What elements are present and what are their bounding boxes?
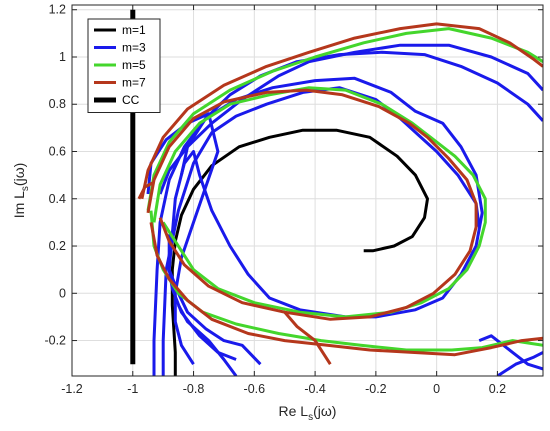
- x-tick-label: -1: [127, 382, 138, 396]
- x-axis-label-sub: s: [308, 412, 313, 423]
- legend-entry-label: m=3: [122, 41, 146, 55]
- legend-entry-label: m=1: [122, 23, 146, 37]
- y-axis-label-tail: (jω): [11, 163, 27, 186]
- grid-lines: [71, 5, 543, 376]
- series-line-m-3: [177, 304, 238, 376]
- x-tick-label: -0.6: [244, 382, 266, 396]
- legend: m=1 m=3 m=5 m=7 CC: [87, 18, 161, 113]
- x-axis-label-main: Re L: [279, 403, 309, 419]
- y-tick-label: 0.6: [49, 145, 66, 159]
- series-line-m-7: [137, 180, 155, 200]
- y-tick-label: 1.2: [49, 3, 66, 17]
- y-tick-label: 0.8: [49, 97, 66, 111]
- axis-ticks: -1.2 -1 -0.8 -0.6 -0.4 -0.2 0 0.2 -0.2 0 0.2 0.4 0.6…: [44, 3, 543, 396]
- x-axis-label-tail: (jω): [313, 403, 336, 419]
- y-tick-label: 0.4: [49, 192, 66, 206]
- series-line-m-1: [170, 128, 429, 376]
- y-axis-label-sub: s: [20, 186, 31, 191]
- y-axis-label-main: Im L: [11, 191, 27, 218]
- y-tick-label: 0: [59, 286, 66, 300]
- series-line-m-3: [161, 86, 481, 376]
- series-line-m-7: [149, 222, 543, 357]
- x-tick-label: -0.8: [183, 382, 205, 396]
- series-line-m-3: [146, 112, 220, 366]
- y-axis-label: Im Ls(jω): [11, 163, 31, 219]
- plot-frame: [71, 4, 544, 377]
- series-line-m-3: [167, 234, 262, 366]
- x-tick-label: 0.2: [489, 382, 506, 396]
- legend-entry-label: m=7: [122, 76, 146, 90]
- x-tick-label: -1.2: [61, 382, 83, 396]
- x-axis-label: Re Ls(jω): [279, 403, 337, 423]
- y-tick-label: 0.2: [49, 239, 66, 253]
- y-tick-label: 1: [59, 50, 66, 64]
- legend-entry-label: m=5: [122, 58, 146, 72]
- series-line-m-7: [283, 311, 332, 366]
- series-line-m-3: [496, 351, 543, 376]
- y-tick-label: -0.2: [44, 334, 66, 348]
- series-line-m-5: [152, 86, 487, 319]
- x-tick-label: -0.4: [304, 382, 326, 396]
- x-tick-label: -0.2: [365, 382, 387, 396]
- legend-entry-label: CC: [122, 93, 140, 107]
- series-line-m-5: [146, 27, 543, 211]
- series-line-m-7: [140, 22, 543, 200]
- series-line-m-3: [478, 334, 543, 371]
- series-line-m-7: [146, 88, 478, 321]
- x-tick-label: 0: [433, 382, 440, 396]
